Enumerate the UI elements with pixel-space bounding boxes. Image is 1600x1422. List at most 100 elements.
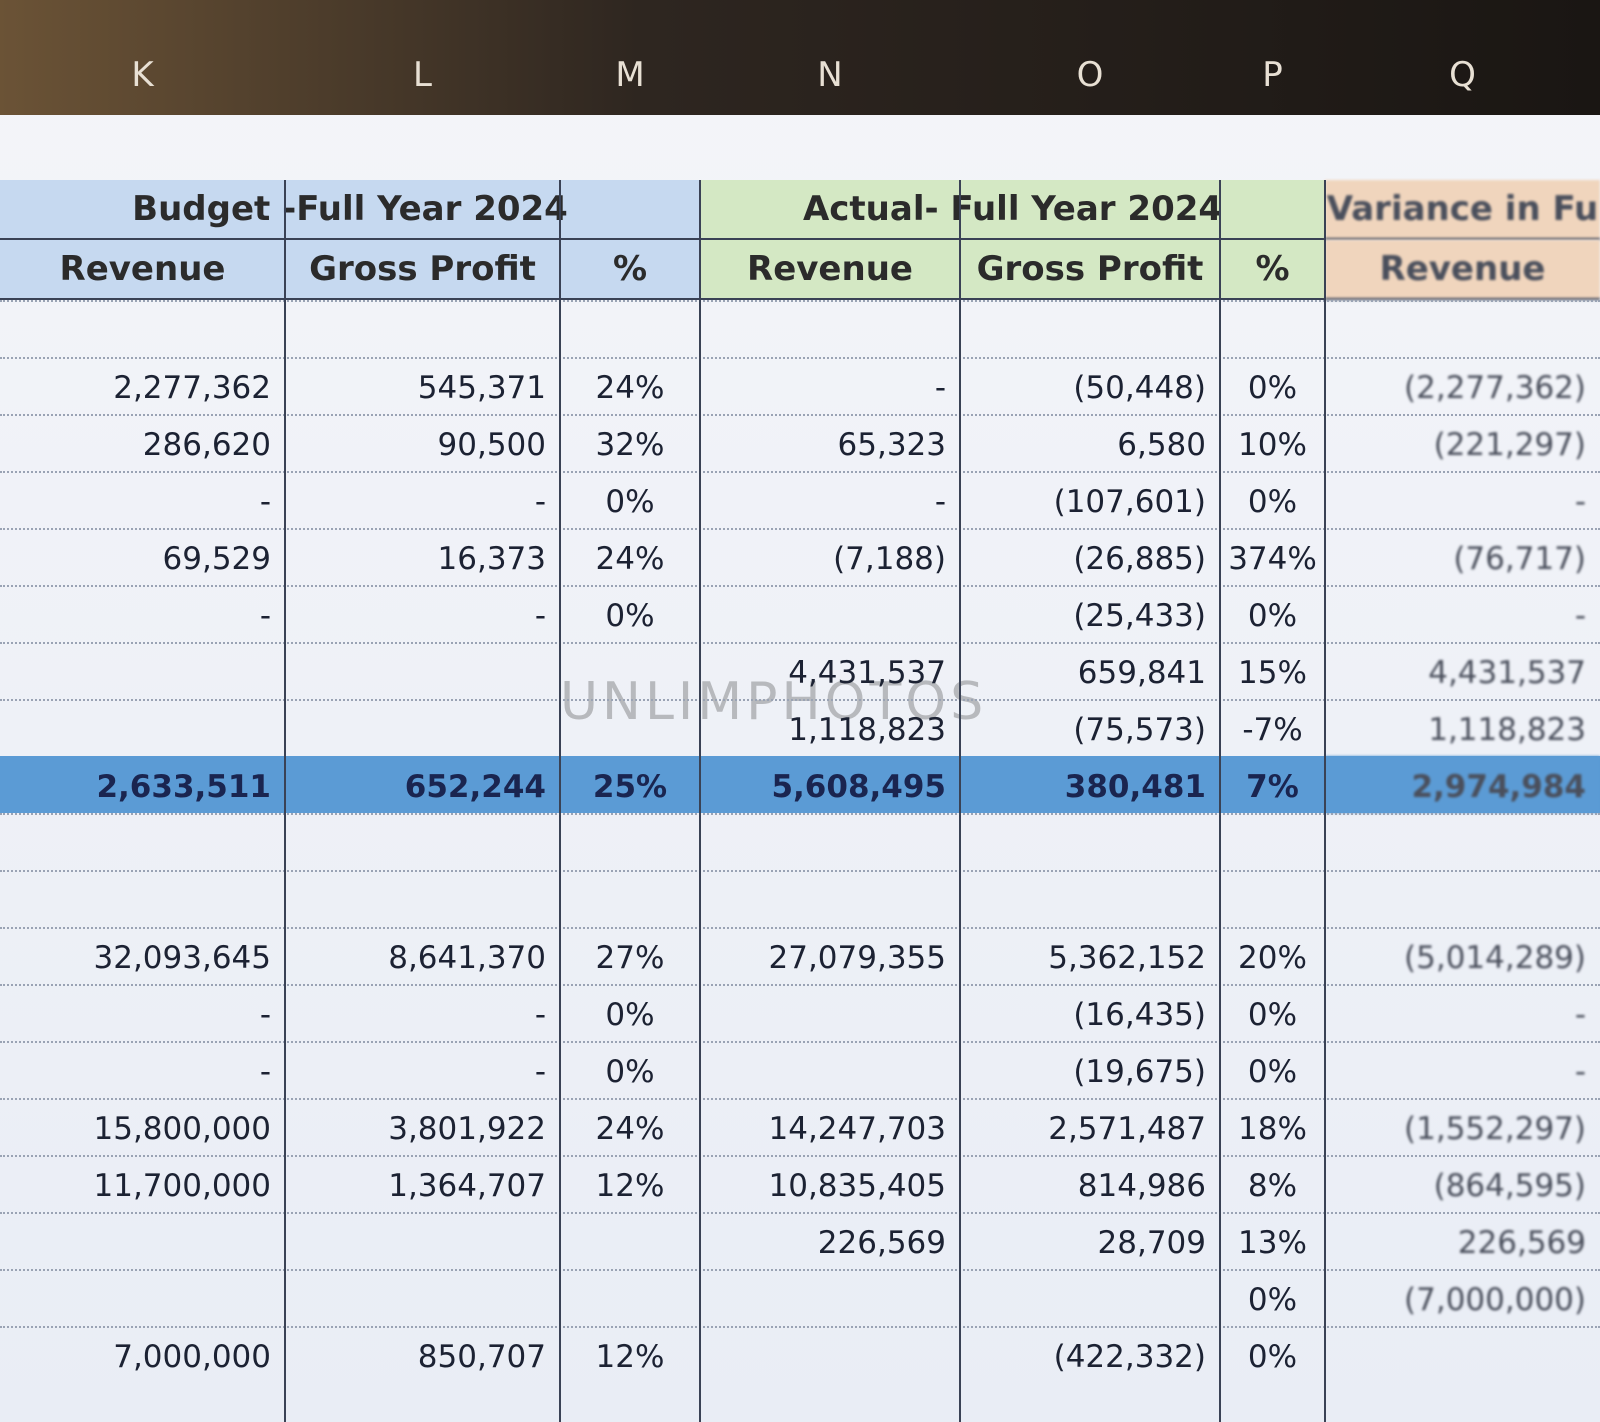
column-letter: L: [413, 55, 432, 95]
data-cell: -: [534, 484, 546, 520]
total-cell: 5,608,495: [700, 756, 960, 813]
column-title: %: [1220, 240, 1325, 300]
group-title: Budget -Full Year 2024: [0, 180, 700, 240]
data-cell: 10,835,405: [768, 1168, 947, 1204]
data-cell: 24%: [595, 541, 665, 577]
column-letter: N: [817, 55, 843, 95]
row-divider: [0, 300, 1600, 302]
data-cell: 3,801,922: [388, 1111, 546, 1147]
data-cell: -: [934, 370, 946, 406]
data-cell: (2,277,362): [1404, 370, 1586, 406]
data-cell: 14,247,703: [768, 1111, 947, 1147]
column-letter: O: [1076, 55, 1104, 95]
data-cell: 0%: [605, 997, 655, 1033]
row-divider: [0, 585, 1600, 587]
data-cell: 32%: [595, 427, 665, 463]
total-cell: 380,481: [960, 756, 1220, 813]
data-cell: 0%: [605, 598, 655, 634]
data-cell: (107,601): [1053, 484, 1206, 520]
data-cell: 0%: [605, 1054, 655, 1090]
data-cell: (19,675): [1073, 1054, 1206, 1090]
column-border: [559, 180, 561, 1422]
column-title: Revenue: [0, 240, 285, 300]
data-cell: 2,571,487: [1048, 1111, 1206, 1147]
data-cell: 4,431,537: [1428, 655, 1586, 691]
data-cell: 226,569: [1457, 1225, 1586, 1261]
data-cell: 0%: [1247, 598, 1298, 634]
data-cell: 10%: [1238, 427, 1307, 463]
row-divider: [0, 1269, 1600, 1271]
column-title: Revenue: [1325, 240, 1600, 300]
group-title: Actual- Full Year 2024: [700, 180, 1325, 240]
data-cell: 8,641,370: [388, 940, 546, 976]
data-cell: (1,552,297): [1404, 1111, 1586, 1147]
data-cell: -: [259, 997, 271, 1033]
data-cell: -: [259, 1054, 271, 1090]
column-border: [1219, 180, 1221, 1422]
row-divider: [0, 813, 1600, 815]
column-border: [284, 180, 286, 1422]
row-divider: [0, 927, 1600, 929]
data-cell: (76,717): [1453, 541, 1586, 577]
column-header-bar: [0, 0, 1600, 115]
row-divider: [0, 1098, 1600, 1100]
column-title: %: [560, 240, 700, 300]
data-cell: 286,620: [142, 427, 271, 463]
data-cell: 65,323: [837, 427, 946, 463]
row-divider: [0, 870, 1600, 872]
total-cell: 25%: [560, 756, 700, 813]
data-cell: -: [1574, 484, 1586, 520]
data-cell: 18%: [1238, 1111, 1307, 1147]
data-cell: 20%: [1238, 940, 1307, 976]
data-cell: 32,093,645: [93, 940, 272, 976]
data-cell: 11,700,000: [93, 1168, 272, 1204]
data-cell: 0%: [1247, 1282, 1298, 1318]
data-cell: 16,373: [437, 541, 546, 577]
data-cell: 0%: [1247, 997, 1298, 1033]
column-letter: P: [1262, 55, 1283, 95]
total-cell: 2,974,984: [1325, 756, 1600, 813]
row-divider: [0, 357, 1600, 359]
data-cell: 90,500: [437, 427, 546, 463]
data-cell: 1,118,823: [788, 712, 946, 748]
data-cell: -: [534, 598, 546, 634]
watermark: UNLIMPHOTOS: [560, 672, 988, 732]
data-cell: (422,332): [1053, 1339, 1206, 1375]
data-cell: 814,986: [1077, 1168, 1206, 1204]
total-cell: 7%: [1220, 756, 1325, 813]
data-cell: -: [934, 484, 946, 520]
data-cell: 659,841: [1077, 655, 1206, 691]
data-cell: 24%: [595, 1111, 665, 1147]
data-cell: -: [259, 598, 271, 634]
data-cell: 28,709: [1097, 1225, 1206, 1261]
row-divider: [0, 642, 1600, 644]
data-cell: 1,364,707: [388, 1168, 546, 1204]
data-cell: (26,885): [1073, 541, 1206, 577]
data-cell: 374%: [1228, 541, 1317, 577]
row-divider: [0, 1212, 1600, 1214]
row-divider: [0, 984, 1600, 986]
data-cell: (864,595): [1433, 1168, 1586, 1204]
data-cell: (7,000,000): [1404, 1282, 1586, 1318]
data-cell: 7,000,000: [113, 1339, 271, 1375]
data-cell: -: [534, 1054, 546, 1090]
data-cell: 0%: [1247, 484, 1298, 520]
data-cell: 69,529: [162, 541, 271, 577]
data-cell: 2,277,362: [113, 370, 271, 406]
total-cell: 652,244: [285, 756, 560, 813]
row-divider: [0, 1326, 1600, 1328]
data-cell: -7%: [1242, 712, 1303, 748]
data-cell: 13%: [1238, 1225, 1307, 1261]
data-cell: 5,362,152: [1048, 940, 1206, 976]
column-title: Revenue: [700, 240, 960, 300]
data-cell: 8%: [1247, 1168, 1298, 1204]
data-cell: 545,371: [417, 370, 546, 406]
data-cell: -: [534, 997, 546, 1033]
data-cell: 850,707: [417, 1339, 546, 1375]
data-cell: 0%: [605, 484, 655, 520]
row-divider: [0, 471, 1600, 473]
column-letter: Q: [1449, 55, 1476, 95]
data-cell: 0%: [1247, 1054, 1298, 1090]
column-letter: M: [615, 55, 645, 95]
